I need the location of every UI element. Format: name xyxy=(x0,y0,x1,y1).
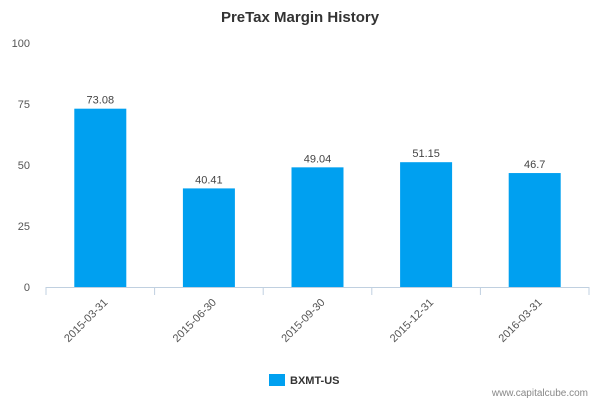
bar-series xyxy=(74,108,561,287)
bar xyxy=(182,188,235,287)
y-tick-label: 0 xyxy=(24,282,30,294)
data-label: 49.04 xyxy=(304,153,332,165)
y-axis: 0 25 50 75 100 xyxy=(12,38,30,294)
x-tick-label: 2015-09-30 xyxy=(279,297,327,345)
data-label: 46.7 xyxy=(524,159,545,171)
legend-label[interactable]: BXMT-US xyxy=(290,375,340,387)
x-tick-label: 2015-03-31 xyxy=(62,297,110,345)
legend[interactable]: BXMT-US xyxy=(269,374,340,387)
chart-title: PreTax Margin History xyxy=(221,9,380,26)
bar xyxy=(74,108,127,287)
bar xyxy=(508,173,561,287)
data-label: 73.08 xyxy=(87,95,115,107)
y-tick-label: 25 xyxy=(18,221,30,233)
x-tick-label: 2015-06-30 xyxy=(171,297,219,345)
bar xyxy=(400,162,453,287)
data-label: 40.41 xyxy=(195,174,223,186)
bar xyxy=(291,167,344,287)
x-tick-label: 2015-12-31 xyxy=(388,297,436,345)
x-axis: 2015-03-31 2015-06-30 2015-09-30 2015-12-31… xyxy=(45,287,590,345)
y-tick-label: 75 xyxy=(18,99,30,111)
legend-swatch[interactable] xyxy=(269,374,285,386)
y-tick-label: 50 xyxy=(18,160,30,172)
data-labels: 73.08 40.41 49.04 51.15 46.7 xyxy=(87,95,546,187)
data-label: 51.15 xyxy=(412,148,440,160)
credit-text: www.capitalcube.com xyxy=(491,388,588,399)
y-tick-label: 100 xyxy=(12,38,30,50)
x-tick-label: 2016-03-31 xyxy=(497,297,545,345)
